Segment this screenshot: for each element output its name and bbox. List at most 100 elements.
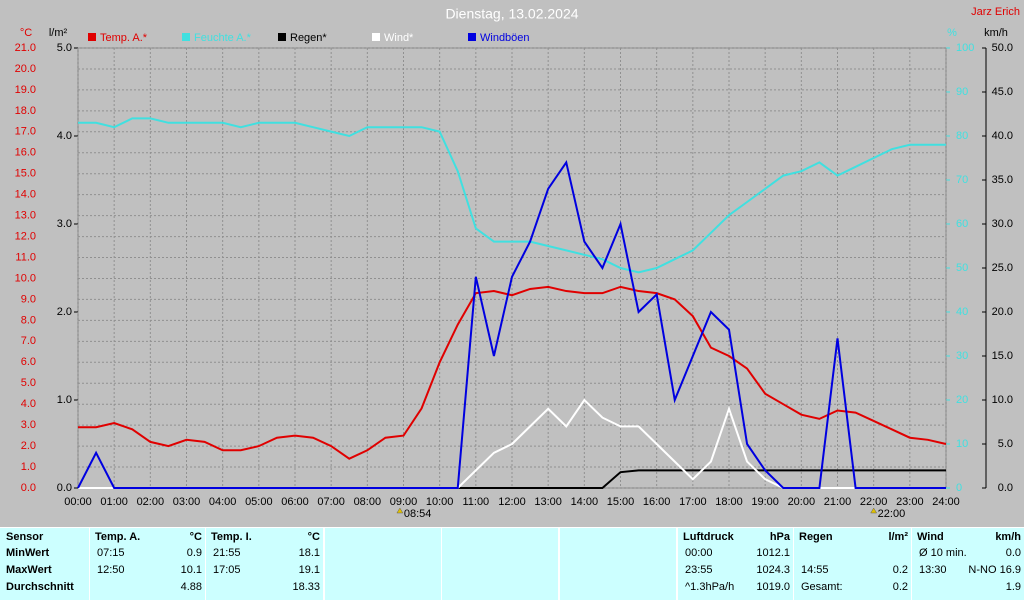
y4-tick-label: 10: [956, 438, 968, 450]
y-tick-label: 20.0: [15, 63, 36, 75]
series-line: [78, 285, 947, 460]
table-cell: [325, 528, 441, 600]
row-label: Durchschnitt: [6, 581, 74, 593]
sun-icon: [396, 507, 404, 514]
cell-value: 1012.1: [756, 547, 790, 559]
y-tick-label: 7.0: [21, 335, 36, 347]
cell-value: 0.2: [892, 564, 908, 576]
table-cell: [912, 528, 1024, 600]
chart-title: Dienstag, 13.02.2024: [445, 6, 578, 22]
y4-tick-label: 30: [956, 350, 968, 362]
y-tick-label: 16.0: [15, 147, 36, 159]
y-tick-label: 2.0: [21, 440, 36, 452]
table-cell: [560, 528, 676, 600]
y4-tick-label: 70: [956, 174, 968, 186]
y-tick-label: 0.0: [21, 482, 36, 494]
table-cell: [794, 528, 911, 600]
cell-value: 10.1: [180, 564, 202, 576]
cell-value: 18.33: [292, 581, 320, 593]
legend-label: Regen*: [290, 32, 327, 44]
col-header: Temp. A.: [95, 531, 141, 543]
y3-tick-label: 2.0: [57, 306, 72, 318]
cell-value: 4.88: [180, 581, 202, 593]
author: Jarz Erich: [971, 6, 1020, 18]
y2-tick-label: 15.0: [992, 350, 1013, 362]
y2-tick-label: 20.0: [992, 306, 1013, 318]
legend-label: Wind*: [384, 32, 414, 44]
cell-time: Gesamt:: [801, 581, 843, 593]
x-tick-label: 13:00: [534, 496, 562, 508]
cell-value: 0.2: [892, 581, 908, 593]
col-header: Luftdruck: [683, 531, 734, 543]
y4-tick-label: 80: [956, 130, 968, 142]
y2-tick-label: 30.0: [992, 218, 1013, 230]
y-tick-label: 5.0: [21, 377, 36, 389]
y-tick-label: 6.0: [21, 356, 36, 368]
x-tick-label: 06:00: [281, 496, 309, 508]
legend-label: Temp. A.*: [100, 32, 148, 44]
cell-time: 12:50: [97, 564, 125, 576]
x-tick-label: 14:00: [571, 496, 599, 508]
x-tick-label: 19:00: [751, 496, 779, 508]
y-tick-label: 10.0: [15, 272, 36, 284]
x-tick-label: 23:00: [896, 496, 924, 508]
cell-value: N-NO 16.9: [968, 564, 1021, 576]
axis-unit: km/h: [984, 27, 1008, 39]
cell-time: 13:30: [919, 564, 947, 576]
cell-value: 1.9: [1005, 581, 1021, 593]
col-unit: hPa: [769, 531, 790, 543]
cell-time: 17:05: [213, 564, 241, 576]
x-tick-label: 04:00: [209, 496, 237, 508]
col-header: Wind: [917, 531, 944, 543]
cell-time: 00:00: [685, 547, 713, 559]
x-tick-label: 22:00: [860, 496, 888, 508]
x-tick-label: 02:00: [137, 496, 165, 508]
y-tick-label: 9.0: [21, 293, 36, 305]
y2-tick-label: 5.0: [998, 438, 1013, 450]
y-tick-label: 13.0: [15, 210, 36, 222]
y-tick-label: 1.0: [21, 461, 36, 473]
x-tick-label: 16:00: [643, 496, 671, 508]
y3-tick-label: 5.0: [57, 42, 72, 54]
cell-time: 14:55: [801, 564, 829, 576]
y2-tick-label: 40.0: [992, 130, 1013, 142]
row-label: MinWert: [6, 547, 50, 559]
legend-swatch: [372, 33, 380, 41]
axis-unit: %: [947, 27, 957, 39]
legend-swatch: [468, 33, 476, 41]
cell-time: 23:55: [685, 564, 713, 576]
y4-tick-label: 40: [956, 306, 968, 318]
col-unit: °C: [307, 531, 320, 543]
table-cell: [90, 528, 205, 600]
y3-tick-label: 0.0: [57, 482, 72, 494]
y4-tick-label: 0: [956, 482, 962, 494]
y2-tick-label: 25.0: [992, 262, 1013, 274]
series-line: [78, 117, 946, 274]
y-tick-label: 21.0: [15, 42, 36, 54]
annotation: 22:00: [878, 508, 906, 520]
cell-time: Ø 10 min.: [919, 547, 967, 559]
x-tick-label: 00:00: [64, 496, 92, 508]
y-tick-label: 12.0: [15, 230, 36, 242]
y3-tick-label: 4.0: [57, 130, 72, 142]
x-tick-label: 03:00: [173, 496, 201, 508]
stats-table: Sensor MinWert MaxWert Durchschnitt Temp. A.…: [0, 527, 1024, 600]
y-tick-label: 14.0: [15, 189, 36, 201]
legend-swatch: [182, 33, 190, 41]
x-tick-label: 24:00: [932, 496, 960, 508]
axis-unit: l/m²: [49, 27, 68, 39]
y4-tick-label: 90: [956, 86, 968, 98]
table-cell: [0, 528, 89, 600]
y2-tick-label: 45.0: [992, 86, 1013, 98]
table-cell: [206, 528, 323, 600]
cell-value: 18.1: [298, 547, 320, 559]
y4-tick-label: 50: [956, 262, 968, 274]
x-tick-label: 09:00: [390, 496, 418, 508]
x-tick-label: 20:00: [788, 496, 816, 508]
x-tick-label: 12:00: [498, 496, 526, 508]
y4-tick-label: 100: [956, 42, 974, 54]
chart: Dienstag, 13.02.2024 Jarz Erich °C l/m²% km/…: [15, 6, 1020, 520]
x-tick-label: 10:00: [426, 496, 454, 508]
y-tick-label: 19.0: [15, 84, 36, 96]
axis-unit: °C: [20, 27, 32, 39]
